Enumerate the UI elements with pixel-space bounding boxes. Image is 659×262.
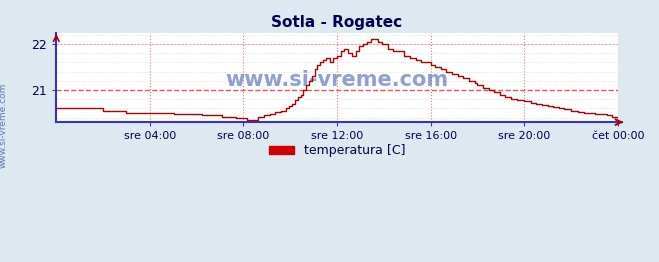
Text: www.si-vreme.com: www.si-vreme.com: [225, 70, 449, 90]
Text: www.si-vreme.com: www.si-vreme.com: [0, 83, 8, 168]
Legend: temperatura [C]: temperatura [C]: [264, 139, 411, 162]
Title: Sotla - Rogatec: Sotla - Rogatec: [272, 15, 403, 30]
